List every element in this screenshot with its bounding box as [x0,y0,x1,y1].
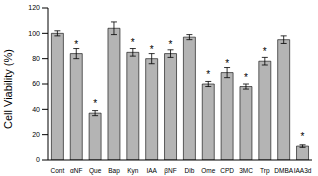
svg-text:*: * [93,98,97,109]
svg-text:*: * [206,69,210,80]
svg-text:60: 60 [32,80,40,87]
svg-text:αNF: αNF [70,167,82,174]
svg-text:20: 20 [32,131,40,138]
svg-text:*: * [225,58,229,69]
svg-text:*: * [244,72,248,83]
svg-text:80: 80 [32,55,40,62]
svg-text:IAA: IAA [146,167,157,174]
svg-text:Cont: Cont [51,167,65,174]
svg-text:3MC: 3MC [239,167,253,174]
svg-text:Cell Viability (%): Cell Viability (%) [8,49,14,129]
svg-text:IAA3d: IAA3d [294,167,310,174]
svg-text:*: * [301,131,305,142]
svg-text:100: 100 [28,30,40,37]
svg-text:Trp: Trp [260,167,270,175]
svg-text:40: 40 [32,106,40,113]
svg-text:*: * [74,39,78,50]
svg-text:Kyn: Kyn [127,167,139,175]
svg-text:*: * [131,37,135,48]
svg-text:120: 120 [28,4,40,11]
svg-text:Dib: Dib [185,167,195,174]
svg-text:*: * [263,46,267,57]
svg-text:0: 0 [36,156,40,163]
svg-text:CPD: CPD [220,167,234,174]
svg-text:*: * [150,44,154,55]
svg-text:Que: Que [89,167,102,175]
svg-text:DMBA: DMBA [274,167,293,174]
svg-text:*: * [169,39,173,50]
svg-text:Bap: Bap [108,167,120,175]
svg-text:Ome: Ome [201,167,215,174]
svg-text:βNF: βNF [164,167,176,175]
